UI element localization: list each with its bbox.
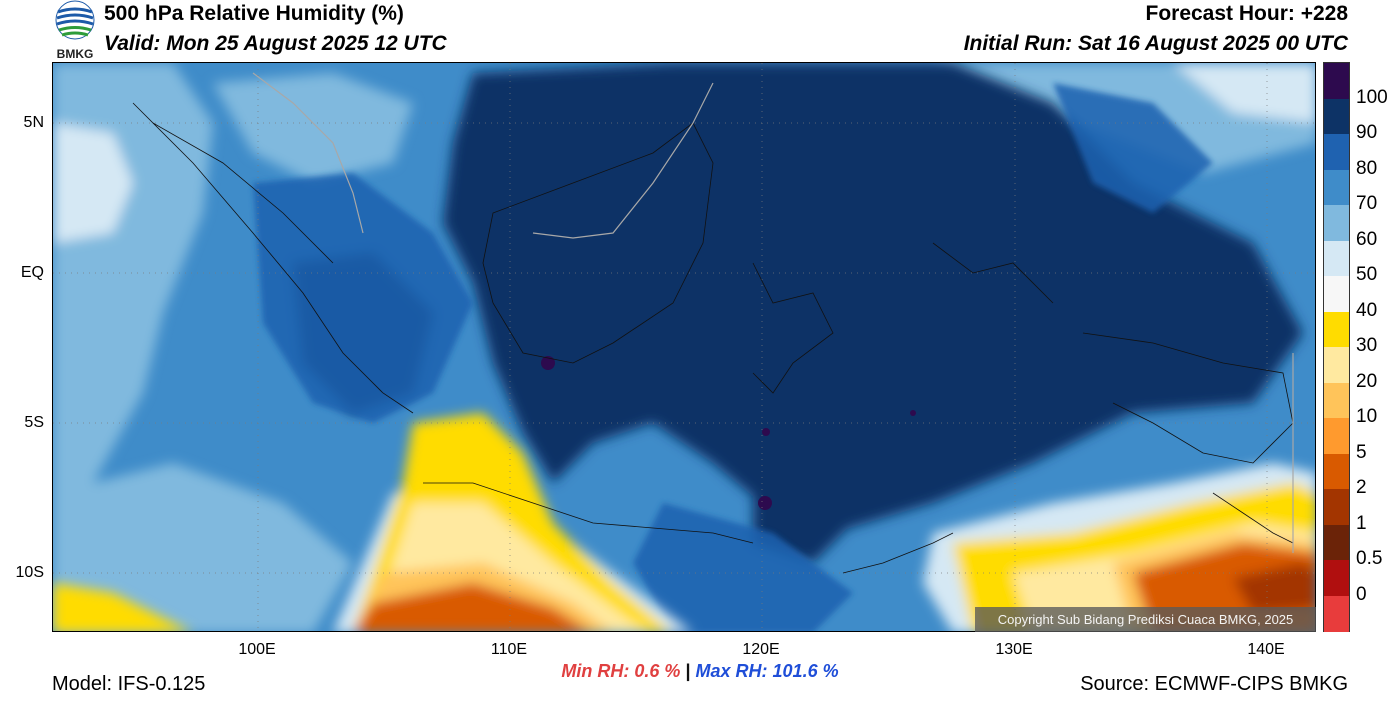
colorbar-label: 90: [1356, 122, 1378, 143]
humidity-field: [53, 63, 1315, 631]
colorbar-label: 0.5: [1356, 548, 1383, 569]
colorbar-segment: [1324, 453, 1349, 490]
colorbar-label: 70: [1356, 193, 1378, 214]
borders: [252, 72, 1294, 553]
colorbar-segment: [1324, 560, 1349, 596]
colorbar-segment: [1324, 276, 1349, 312]
colorbar-segment: [1324, 418, 1349, 454]
valid-time: Valid: Mon 25 August 2025 12 UTC: [104, 32, 447, 55]
copyright-notice: Copyright Sub Bidang Prediksi Cuaca BMKG…: [975, 607, 1316, 632]
colorbar-label: 2: [1356, 477, 1367, 498]
colorbar-segment: [1324, 595, 1349, 632]
colorbar-label: 0: [1356, 583, 1367, 605]
colorbar-segment: [1324, 489, 1349, 525]
colorbar-label: 40: [1356, 299, 1378, 321]
colorbar-segment: [1324, 311, 1349, 348]
min-max-stats: Min RH: 0.6 % | Max RH: 101.6 %: [0, 661, 1400, 682]
graticule: [53, 63, 1315, 631]
colorbar-segment: [1324, 98, 1349, 135]
bmkg-logo: BMKG: [52, 0, 98, 62]
colorbar-segment: [1324, 240, 1349, 277]
colorbar-segment: [1324, 134, 1349, 170]
colorbar-segment: [1324, 63, 1349, 99]
forecast-hour: Forecast Hour: +228: [1145, 2, 1349, 25]
colorbar-label: 80: [1356, 157, 1378, 179]
x-tick-130e: 130E: [995, 641, 1033, 658]
colorbar-segment: [1324, 347, 1349, 383]
initial-run: Initial Run: Sat 16 August 2025 00 UTC: [963, 32, 1348, 55]
coastlines: [132, 102, 1294, 574]
y-tick-eq: EQ: [20, 264, 44, 281]
x-tick-110e: 110E: [490, 641, 528, 658]
min-rh-label: Min RH:: [561, 661, 630, 681]
max-rh-label: Max RH:: [695, 661, 768, 681]
colorbar-segment: [1324, 205, 1349, 241]
colorbar-label: 1: [1356, 512, 1367, 534]
colorbar: [1323, 62, 1350, 632]
max-rh-value: 101.6 %: [772, 661, 839, 681]
y-tick-10s: 10S: [15, 564, 44, 581]
colorbar-segment: [1324, 382, 1349, 419]
min-rh-value: 0.6 %: [634, 661, 681, 681]
colorbar-segment: [1324, 169, 1349, 206]
source-label: Source: ECMWF-CIPS BMKG: [1080, 673, 1348, 695]
humidity-map: [52, 62, 1316, 632]
logo-text: BMKG: [57, 47, 94, 61]
model-label: Model: IFS-0.125: [52, 673, 206, 695]
colorbar-label: 20: [1356, 370, 1378, 392]
stats-separator: |: [685, 661, 691, 681]
map-title: 500 hPa Relative Humidity (%): [104, 2, 404, 25]
colorbar-label: 10: [1356, 406, 1378, 427]
colorbar-label: 50: [1356, 264, 1378, 285]
x-tick-120e: 120E: [742, 641, 780, 658]
colorbar-label: 5: [1356, 441, 1367, 463]
x-tick-140e: 140E: [1247, 641, 1285, 658]
colorbar-label: 30: [1356, 335, 1378, 356]
colorbar-segment: [1324, 524, 1349, 561]
y-tick-5s: 5S: [24, 414, 44, 431]
colorbar-label: 100: [1356, 86, 1388, 108]
x-tick-100e: 100E: [238, 641, 276, 658]
y-tick-5n: 5N: [23, 114, 44, 131]
colorbar-label: 60: [1356, 228, 1378, 250]
